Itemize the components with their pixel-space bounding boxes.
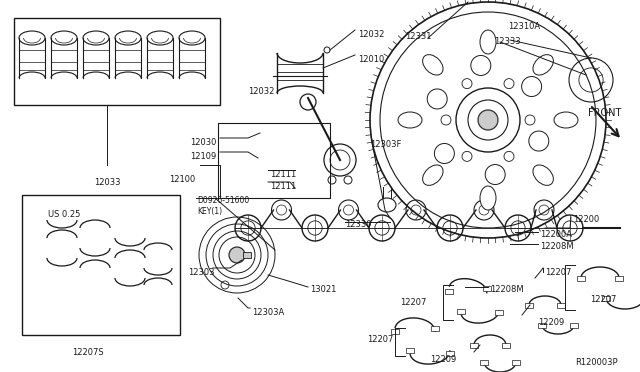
Text: 12303A: 12303A [252, 308, 284, 317]
Bar [570, 323, 578, 327]
Bar [480, 359, 488, 365]
Circle shape [525, 115, 535, 125]
Circle shape [462, 151, 472, 161]
Text: 12207: 12207 [367, 335, 394, 344]
Bar [457, 308, 465, 314]
Text: US 0.25: US 0.25 [48, 210, 81, 219]
Circle shape [471, 55, 491, 76]
Text: 12207S: 12207S [72, 348, 104, 357]
Text: 12010: 12010 [358, 55, 384, 64]
Text: 12208M: 12208M [540, 242, 573, 251]
Bar [431, 327, 439, 331]
Bar [557, 302, 565, 308]
Bar [525, 302, 533, 308]
Ellipse shape [378, 198, 396, 212]
Text: 12030: 12030 [189, 138, 216, 147]
Bar [218, 123, 330, 198]
Bar [470, 343, 478, 347]
Text: 12303F: 12303F [370, 140, 401, 149]
Ellipse shape [480, 30, 496, 54]
Ellipse shape [422, 165, 443, 185]
Bar [512, 359, 520, 365]
Text: 12032: 12032 [248, 87, 275, 96]
Text: 12032: 12032 [358, 30, 385, 39]
Text: 12200: 12200 [573, 215, 599, 224]
Text: KEY(1): KEY(1) [197, 207, 222, 216]
Bar [538, 323, 546, 327]
Bar [483, 286, 491, 291]
Text: 12303: 12303 [189, 268, 215, 277]
Text: 12200A: 12200A [540, 230, 572, 239]
Ellipse shape [554, 112, 578, 128]
Bar [577, 276, 585, 280]
Text: 12330: 12330 [345, 220, 371, 229]
Bar [602, 295, 610, 301]
Circle shape [504, 78, 514, 89]
Circle shape [485, 164, 505, 185]
Text: 12209: 12209 [430, 355, 456, 364]
Text: D0926-51600: D0926-51600 [197, 196, 249, 205]
Circle shape [504, 151, 514, 161]
Ellipse shape [398, 112, 422, 128]
Text: 12109: 12109 [189, 152, 216, 161]
Circle shape [522, 77, 541, 96]
Bar [243, 252, 251, 258]
Circle shape [462, 78, 472, 89]
Text: 13021: 13021 [310, 285, 337, 294]
Circle shape [427, 89, 447, 109]
Text: 12333: 12333 [494, 37, 520, 46]
Text: 12033: 12033 [93, 178, 120, 187]
Bar [502, 343, 510, 347]
Bar [14, 18, 220, 105]
Text: FRONT: FRONT [588, 108, 621, 118]
Bar [446, 350, 454, 356]
Ellipse shape [533, 165, 554, 185]
Bar [445, 289, 453, 294]
Text: R120003P: R120003P [575, 358, 618, 367]
Ellipse shape [533, 55, 554, 75]
Bar [615, 276, 623, 280]
Ellipse shape [480, 186, 496, 210]
Circle shape [478, 110, 498, 130]
Ellipse shape [422, 55, 443, 75]
Text: 12207: 12207 [590, 295, 616, 304]
Text: 12310A: 12310A [508, 22, 540, 31]
Bar [406, 349, 414, 353]
Text: 12209: 12209 [538, 318, 564, 327]
Circle shape [529, 131, 549, 151]
Text: 12331: 12331 [404, 32, 431, 41]
Bar [495, 311, 503, 315]
Bar [22, 195, 180, 335]
Bar [391, 328, 399, 334]
Text: 12111: 12111 [270, 170, 296, 179]
Text: 12111: 12111 [270, 182, 296, 191]
Circle shape [441, 115, 451, 125]
Text: 12208M: 12208M [490, 285, 524, 294]
Circle shape [229, 247, 245, 263]
Circle shape [435, 144, 454, 163]
Text: 12207: 12207 [545, 268, 572, 277]
Text: 12207: 12207 [400, 298, 426, 307]
Text: 12100: 12100 [169, 175, 195, 184]
